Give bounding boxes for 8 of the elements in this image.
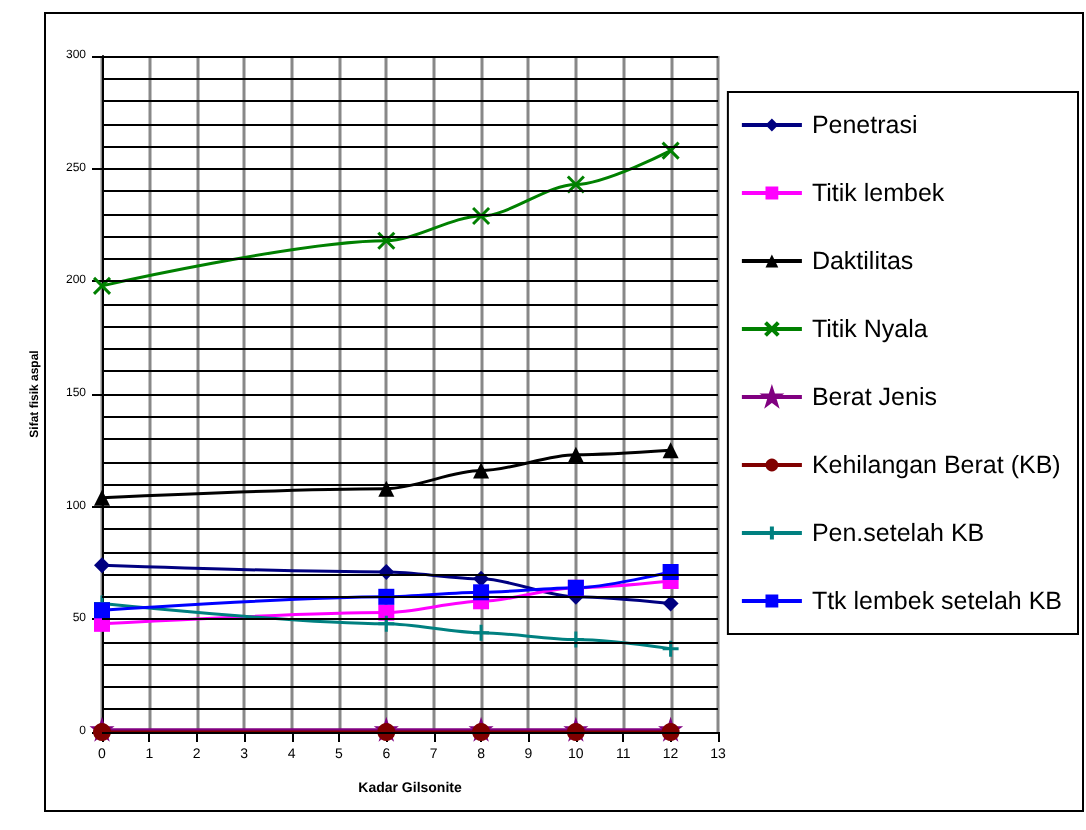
legend-label: Ttk lembek setelah KB <box>811 587 1063 615</box>
legend-label: Berat Jenis <box>811 383 937 411</box>
legend-label: Pen.setelah KB <box>811 519 985 547</box>
legend-label: Titik lembek <box>811 179 946 207</box>
legend-label: Titik Nyala <box>811 315 928 343</box>
legend-label: Penetrasi <box>811 111 918 139</box>
legend-label: Daktilitas <box>811 247 914 275</box>
legend-label: Kehilangan Berat (KB) <box>811 451 1061 479</box>
